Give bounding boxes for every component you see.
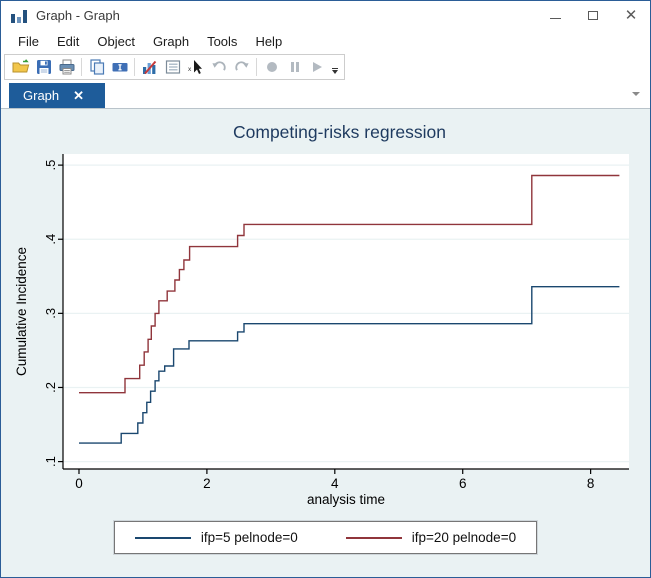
pause-icon (290, 62, 299, 72)
minimize-icon (549, 17, 561, 19)
print-button[interactable] (55, 56, 78, 78)
record-button[interactable] (260, 56, 283, 78)
legend-label: ifp=5 pelnode=0 (200, 530, 298, 545)
stata-graph-app-icon (11, 7, 27, 23)
plot: .1 .2 .3 .4 .5 0 2 4 6 8 analysis time Cumulative I… (14, 154, 629, 507)
record-icon (266, 62, 277, 72)
tab-graph[interactable]: Graph ✕ (9, 83, 105, 108)
menu-object[interactable]: Object (97, 33, 135, 49)
chevron-down-icon (332, 70, 338, 74)
x-axis-title: analysis time (307, 492, 385, 507)
toolbar-separator (81, 58, 82, 76)
legend-label: ifp=20 pelnode=0 (411, 530, 517, 545)
legend-box: ifp=5 pelnode=0 ifp=20 pelnode=0 (113, 521, 538, 554)
x-tick-label: 4 (331, 476, 339, 491)
x-tick-label: 8 (587, 476, 595, 491)
redo-icon (234, 61, 249, 71)
play-icon (313, 62, 322, 72)
menu-edit[interactable]: Edit (56, 33, 80, 49)
menu-file[interactable]: File (18, 33, 39, 49)
tab-close-icon[interactable]: ✕ (73, 88, 85, 103)
x-tick-label: 6 (459, 476, 467, 491)
chart-title: Competing-risks regression (233, 122, 446, 142)
graph-editor-icon (142, 60, 156, 75)
svg-text:x: x (188, 66, 192, 73)
save-floppy-icon (36, 60, 51, 74)
menu-help[interactable]: Help (255, 33, 283, 49)
maximize-icon (588, 10, 598, 20)
printer-icon (59, 59, 74, 75)
legend-entry-ifp5: ifp=5 pelnode=0 (134, 530, 298, 545)
y-tick-label: .4 (43, 234, 58, 245)
y-tick-label: .1 (43, 456, 58, 467)
menu-bar: File Edit Object Graph Tools Help (1, 29, 650, 53)
toolbar-group: x (4, 54, 345, 80)
y-tick-label: .3 (43, 308, 58, 319)
plot-area (63, 154, 629, 469)
graph-canvas: Competing-risks regression .1 .2 .3 .4 .5 0 2 4… (1, 108, 650, 577)
series-ifp=20 pelnode=0 (79, 174, 620, 394)
save-button[interactable] (32, 56, 55, 78)
copy-button[interactable] (85, 56, 108, 78)
menu-tools[interactable]: Tools (207, 33, 238, 49)
y-tick-label: .2 (43, 382, 58, 393)
legend-line-sample-maroon (345, 536, 402, 539)
open-button[interactable] (9, 56, 32, 78)
toolbar: x (1, 53, 650, 81)
legend-line-sample-navy (134, 536, 191, 539)
toolbar-separator (256, 58, 257, 76)
window-controls: ✕ (536, 1, 650, 29)
play-button[interactable] (306, 56, 329, 78)
rename-graph-button[interactable] (108, 56, 131, 78)
toolbar-options-button[interactable] (332, 68, 338, 74)
close-button[interactable]: ✕ (612, 1, 650, 29)
toolbar-separator (134, 58, 135, 76)
maximize-button[interactable] (574, 1, 612, 29)
x-tick-label: 2 (203, 476, 211, 491)
legend: ifp=5 pelnode=0 ifp=20 pelnode=0 (1, 521, 650, 554)
start-graph-editor-button[interactable] (138, 56, 161, 78)
object-pointer-button[interactable]: x (184, 56, 207, 78)
undo-icon (211, 61, 226, 71)
menu-graph[interactable]: Graph (152, 33, 190, 49)
y-tick-label: .5 (43, 160, 58, 171)
minimize-button[interactable] (536, 1, 574, 29)
series-ifp=5 pelnode=0 (79, 286, 620, 444)
window-title: Graph - Graph (36, 7, 120, 23)
pause-button[interactable] (283, 56, 306, 78)
tab-label: Graph (23, 88, 60, 103)
rename-icon (112, 63, 127, 72)
copy-icon (89, 59, 104, 75)
title-bar: Graph - Graph ✕ (1, 1, 650, 29)
undo-button[interactable] (207, 56, 230, 78)
legend-entry-ifp20: ifp=20 pelnode=0 (345, 530, 517, 545)
close-icon: ✕ (624, 6, 638, 24)
pointer-cursor-icon: x (188, 60, 202, 74)
graph-list-button[interactable] (161, 56, 184, 78)
redo-button[interactable] (230, 56, 253, 78)
y-axis-title: Cumulative Incidence (14, 247, 29, 376)
list-icon (165, 60, 180, 74)
tab-bar: Graph ✕ (1, 81, 650, 108)
x-tick-label: 0 (75, 476, 83, 491)
tab-list-dropdown-icon[interactable] (632, 92, 640, 96)
folder-open-icon (12, 59, 29, 73)
